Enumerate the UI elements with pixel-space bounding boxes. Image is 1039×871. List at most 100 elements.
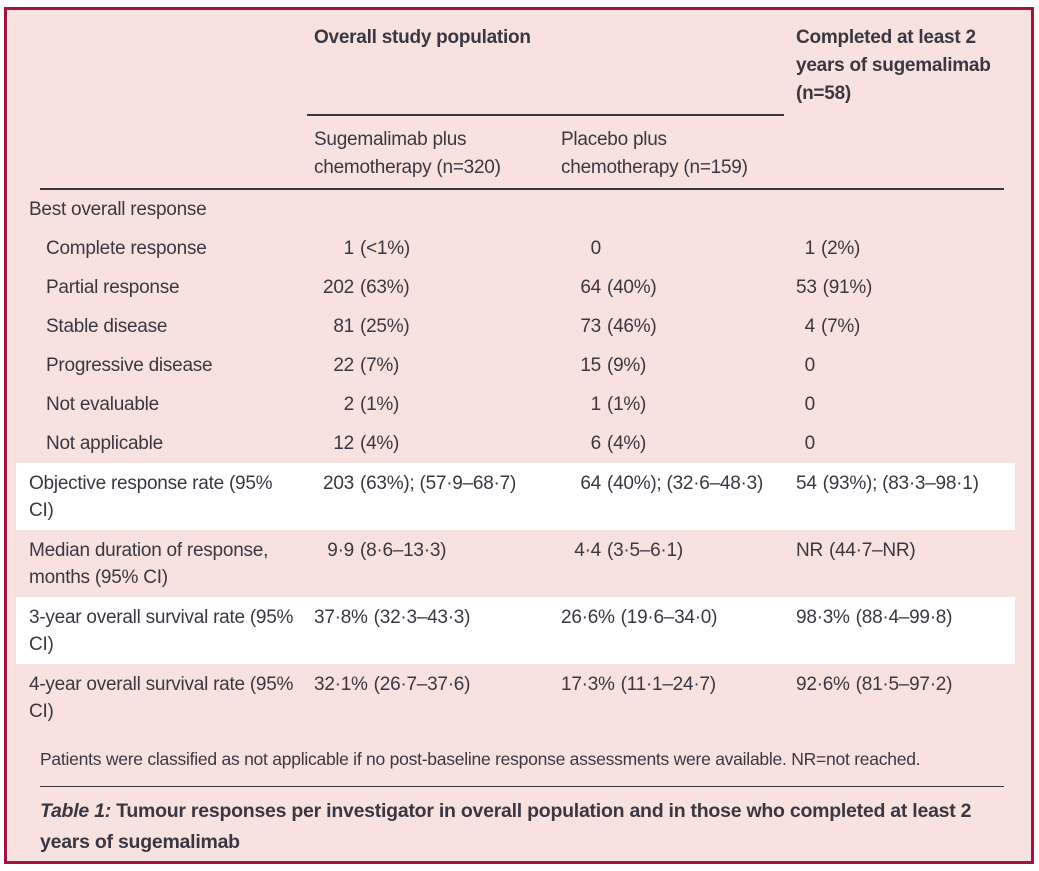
cell-value-number: NR <box>796 540 823 561</box>
table-cell: 26·6% (19·6–34·0) <box>561 604 796 631</box>
cell-value-number: 0 <box>804 355 816 376</box>
table-cell: 1 (1%) <box>561 391 796 418</box>
cell-value-number: 54 <box>796 473 817 494</box>
cell-value-detail: (93%); (83·3–98·1) <box>822 473 979 494</box>
table-row: 4-year overall survival rate (95% CI) 32·… <box>16 664 1015 731</box>
cell-value-number: 81 <box>333 316 354 337</box>
header-divider-rule <box>40 188 1004 190</box>
column-header-placebo: Placebo plus chemotherapy (n=159) <box>561 129 748 178</box>
row-label: Objective response rate (95% CI) <box>29 473 273 521</box>
spanner-header: Overall study population <box>307 24 784 116</box>
table-caption-number: Table 1: <box>40 800 111 822</box>
table-row: Objective response rate (95% CI) 203 (63%)… <box>16 463 1015 530</box>
table-row: Not applicable 12 (4%) 6 (4%) 0 <box>16 424 1015 463</box>
table-cell: 92·6% (81·5–97·2) <box>796 671 1009 698</box>
cell-value-number: 0 <box>804 394 816 415</box>
cell-value-number: 2 <box>343 394 355 415</box>
table-row: Partial response 202 (63%) 64 (40%) 53 (91%) <box>16 268 1015 307</box>
row-label: Partial response <box>46 277 180 298</box>
row-label: 4-year overall survival rate (95% CI) <box>29 674 294 722</box>
table-cell: 54 (93%); (83·3–98·1) <box>796 470 1009 497</box>
table-cell: 32·1% (26·7–37·6) <box>314 671 561 698</box>
cell-value-number: 64 <box>580 277 601 298</box>
table-cell: 0 <box>796 352 1009 379</box>
table-cell: 203 (63%); (57·9–68·7) <box>314 470 561 497</box>
cell-value-detail: (7%) <box>360 355 400 376</box>
table-cell: 98·3% (88·4–99·8) <box>796 604 1009 631</box>
cell-value-detail: (2%) <box>821 238 861 259</box>
table-row: Progressive disease 22 (7%) 15 (9%) 0 <box>16 346 1015 385</box>
cell-value-detail: (3·5–6·1) <box>607 540 683 561</box>
table-cell: 0 <box>796 430 1009 457</box>
cell-value-detail: (32·3–43·3) <box>373 607 471 628</box>
table-cell: 2 (1%) <box>314 391 561 418</box>
cell-value-number: 9·9 <box>327 540 354 561</box>
table-cell: 17·3% (11·1–24·7) <box>561 671 796 698</box>
cell-value-detail: (25%) <box>360 316 410 337</box>
cell-value-detail: (63%); (57·9–68·7) <box>360 473 517 494</box>
cell-value-detail: (46%) <box>607 316 657 337</box>
cell-value-detail: (11·1–24·7) <box>620 674 716 695</box>
cell-value-number: 98·3% <box>796 607 850 628</box>
cell-value-detail: (40%); (32·6–48·3) <box>607 473 764 494</box>
table-subheader-row: Sugemalimab plus chemotherapy (n=320) Pl… <box>16 116 1015 188</box>
table-row: Complete response 1 (<1%) 0 1 (2%) <box>16 229 1015 268</box>
cell-value-number: 26·6% <box>561 607 615 628</box>
cell-value-number: 22 <box>333 355 354 376</box>
table-row: Median duration of response, months (95%… <box>16 530 1015 597</box>
table-cell: 12 (4%) <box>314 430 561 457</box>
row-label: Progressive disease <box>46 355 213 376</box>
table-cell: 9·9 (8·6–13·3) <box>314 537 561 564</box>
cell-value-detail: (63%) <box>360 277 410 298</box>
table-row: 3-year overall survival rate (95% CI) 37·… <box>16 597 1015 664</box>
cell-value-detail: (88·4–99·8) <box>855 607 953 628</box>
table-row: Best overall response <box>16 190 1015 229</box>
cell-value-number: 64 <box>580 473 601 494</box>
cell-value-detail: (44·7–NR) <box>828 540 916 561</box>
row-label: Not evaluable <box>46 394 159 415</box>
cell-value-detail: (<1%) <box>360 238 410 259</box>
column-header-completed-2-years: Completed at least 2 years of sugemalima… <box>796 27 991 104</box>
row-label: Stable disease <box>46 316 168 337</box>
cell-value-number: 1 <box>343 238 355 259</box>
cell-value-number: 12 <box>333 433 354 454</box>
caption-divider-rule <box>40 786 1004 787</box>
table-cell: 4·4 (3·5–6·1) <box>561 537 796 564</box>
cell-value-number: 202 <box>323 277 354 298</box>
table-caption-text: Tumour responses per investigator in ove… <box>40 800 972 853</box>
table-cell: 37·8% (32·3–43·3) <box>314 604 561 631</box>
row-label: Not applicable <box>46 433 163 454</box>
table-cell: NR (44·7–NR) <box>796 537 1009 564</box>
cell-value-detail: (1%) <box>360 394 400 415</box>
cell-value-number: 17·3% <box>561 674 615 695</box>
cell-value-number: 32·1% <box>314 674 368 695</box>
column-header-sugemalimab: Sugemalimab plus chemotherapy (n=320) <box>314 129 501 178</box>
cell-value-detail: (8·6–13·3) <box>360 540 447 561</box>
cell-value-number: 1 <box>804 238 816 259</box>
cell-value-number: 53 <box>796 277 817 298</box>
cell-value-number: 4·4 <box>574 540 601 561</box>
cell-value-detail: (26·7–37·6) <box>373 674 471 695</box>
table-row: Stable disease 81 (25%) 73 (46%) 4 (7%) <box>16 307 1015 346</box>
cell-value-number: 0 <box>590 238 602 259</box>
cell-value-number: 92·6% <box>796 674 850 695</box>
table-cell: 22 (7%) <box>314 352 561 379</box>
table-figure: Overall study population Completed at le… <box>4 7 1034 864</box>
cell-value-number: 37·8% <box>314 607 368 628</box>
table-cell: 64 (40%); (32·6–48·3) <box>561 470 796 497</box>
cell-value-number: 4 <box>804 316 816 337</box>
cell-value-detail: (7%) <box>821 316 861 337</box>
cell-value-number: 73 <box>580 316 601 337</box>
cell-value-number: 6 <box>590 433 602 454</box>
cell-value-detail: (4%) <box>360 433 400 454</box>
cell-value-detail: (40%) <box>607 277 657 298</box>
cell-value-number: 1 <box>590 394 602 415</box>
table-cell: 15 (9%) <box>561 352 796 379</box>
cell-value-detail: (4%) <box>607 433 647 454</box>
table-body: Best overall response Complete response 1(… <box>7 190 1031 731</box>
table-footnote: Patients were classified as not applicab… <box>40 749 921 769</box>
table-cell: 6 (4%) <box>561 430 796 457</box>
table-cell: 4 (7%) <box>796 313 1009 340</box>
table-caption: Table 1: Tumour responses per investigat… <box>40 796 991 858</box>
